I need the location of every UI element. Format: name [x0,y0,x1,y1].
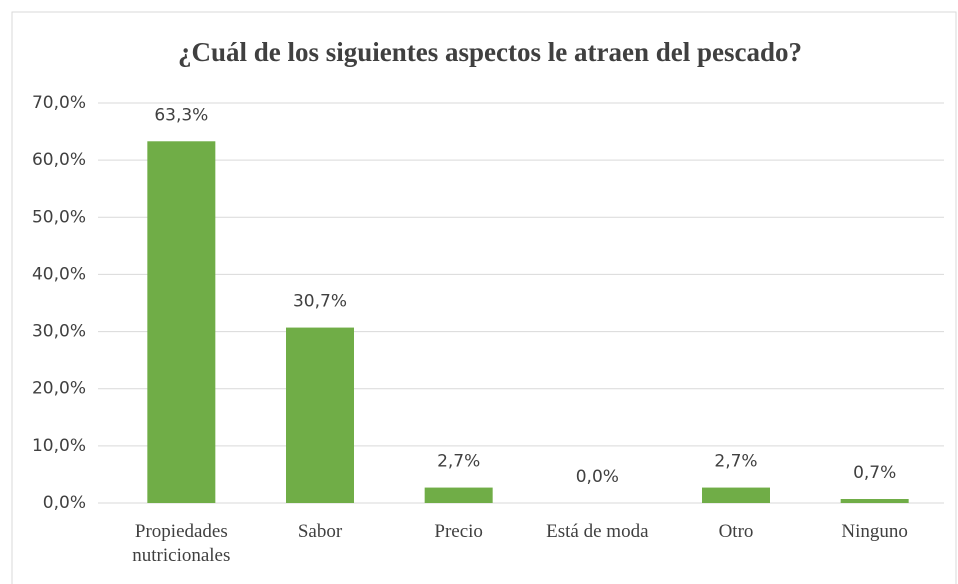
y-tick-label: 40,0% [32,264,86,284]
bar [286,327,354,503]
bar [702,487,770,503]
y-tick-label: 70,0% [32,93,86,113]
x-tick-label: Propiedades nutricionales [132,521,231,566]
y-tick-label: 20,0% [32,379,86,399]
bar [424,487,493,503]
y-tick-label: 0,0% [43,493,86,513]
y-tick-label: 50,0% [32,207,86,227]
data-label: 0,7% [853,463,896,483]
x-tick-label: Está de moda [546,521,649,542]
y-tick-label: 30,0% [32,322,86,342]
data-label: 0,0% [576,467,619,487]
bar [840,499,909,503]
x-tick-label: Precio [434,521,483,542]
chart-title: ¿Cuál de los siguientes aspectos le atra… [178,37,802,67]
y-tick-label: 60,0% [32,150,86,170]
x-tick-label: Sabor [297,521,343,542]
bar [147,141,216,504]
data-label: 2,7% [714,452,757,472]
y-tick-label: 10,0% [32,436,86,456]
x-tick-label: Ninguno [841,521,908,542]
data-label: 63,3% [154,105,208,125]
data-label: 2,7% [437,452,480,472]
data-label: 30,7% [293,292,347,312]
x-tick-label: Otro [718,521,754,542]
